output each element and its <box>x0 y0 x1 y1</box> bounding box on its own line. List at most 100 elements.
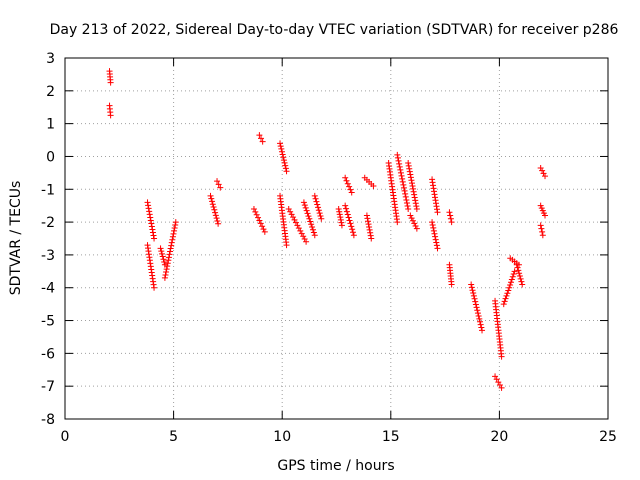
data-point <box>471 295 478 302</box>
data-point <box>277 140 284 147</box>
data-point <box>215 181 222 188</box>
data-point <box>431 230 438 237</box>
data-point <box>367 229 374 236</box>
data-point <box>539 232 546 239</box>
data-point <box>147 217 154 224</box>
data-point <box>258 135 265 142</box>
data-point <box>215 220 222 227</box>
data-point <box>343 177 350 184</box>
data-point <box>432 233 439 240</box>
data-point <box>335 205 342 212</box>
data-point <box>212 209 219 216</box>
data-point <box>213 215 220 222</box>
data-point <box>310 229 317 236</box>
data-point <box>311 192 318 199</box>
data-point <box>470 290 477 297</box>
data-point <box>337 214 344 221</box>
data-point <box>157 245 164 252</box>
data-point <box>338 222 345 229</box>
data-point <box>507 279 514 286</box>
data-point <box>368 235 375 242</box>
data-point <box>347 220 354 227</box>
data-point <box>410 185 417 192</box>
data-point <box>411 220 418 227</box>
data-point <box>434 245 441 252</box>
data-point <box>209 198 216 205</box>
data-point <box>412 197 419 204</box>
data-point <box>337 216 344 223</box>
data-point <box>288 211 295 218</box>
data-point <box>514 264 521 271</box>
data-point <box>348 189 355 196</box>
data-point <box>303 207 310 214</box>
plot-frame <box>64 57 609 420</box>
data-point <box>401 187 408 194</box>
data-point <box>498 384 505 391</box>
x-tick-label: 5 <box>169 429 178 445</box>
data-point <box>338 219 345 226</box>
data-point <box>283 168 290 175</box>
data-point <box>280 157 287 164</box>
data-point <box>148 220 155 227</box>
data-point <box>169 236 176 243</box>
data-point <box>304 210 311 217</box>
data-point <box>168 239 175 246</box>
data-point <box>305 213 312 220</box>
data-point <box>511 268 518 275</box>
data-point <box>406 168 413 175</box>
data-point <box>161 259 168 266</box>
data-point <box>394 154 401 161</box>
data-point <box>147 214 154 221</box>
data-point <box>164 260 171 267</box>
data-point <box>344 180 351 187</box>
data-point <box>350 229 357 236</box>
data-point <box>412 200 419 207</box>
data-point <box>278 148 285 155</box>
data-point <box>542 173 549 180</box>
data-point <box>149 226 156 233</box>
data-point <box>309 224 316 231</box>
data-point <box>537 164 544 171</box>
data-point <box>346 217 353 224</box>
data-point <box>395 157 402 164</box>
data-point <box>151 284 158 291</box>
data-point <box>280 154 287 161</box>
data-point <box>311 232 318 239</box>
data-point <box>347 186 354 193</box>
data-point <box>519 281 526 288</box>
data-point <box>394 151 401 158</box>
x-axis-label: GPS time / hours <box>277 458 394 474</box>
data-point <box>510 271 517 278</box>
data-point <box>469 287 476 294</box>
data-point <box>539 228 546 235</box>
data-point <box>350 232 357 239</box>
data-point <box>434 209 441 216</box>
data-point <box>430 224 437 231</box>
data-point <box>166 251 173 258</box>
data-point <box>107 79 114 86</box>
data-point <box>500 301 507 308</box>
data-point <box>506 284 513 291</box>
data-point <box>498 353 505 360</box>
data-point <box>217 184 224 191</box>
data-point <box>313 198 320 205</box>
data-point <box>473 304 480 311</box>
data-point <box>538 225 545 232</box>
data-point <box>399 178 406 185</box>
data-point <box>343 208 350 215</box>
data-point <box>255 214 262 221</box>
data-point <box>253 211 260 218</box>
x-tick-label: 0 <box>61 429 70 445</box>
data-point <box>277 143 284 150</box>
data-point <box>342 174 349 181</box>
data-point <box>144 199 151 206</box>
data-point <box>405 160 412 167</box>
data-point <box>257 220 264 227</box>
data-point <box>281 159 288 166</box>
x-tick-label: 15 <box>382 429 400 445</box>
data-point <box>171 224 178 231</box>
data-points <box>106 68 549 391</box>
data-point <box>107 112 114 119</box>
data-point <box>447 212 454 219</box>
